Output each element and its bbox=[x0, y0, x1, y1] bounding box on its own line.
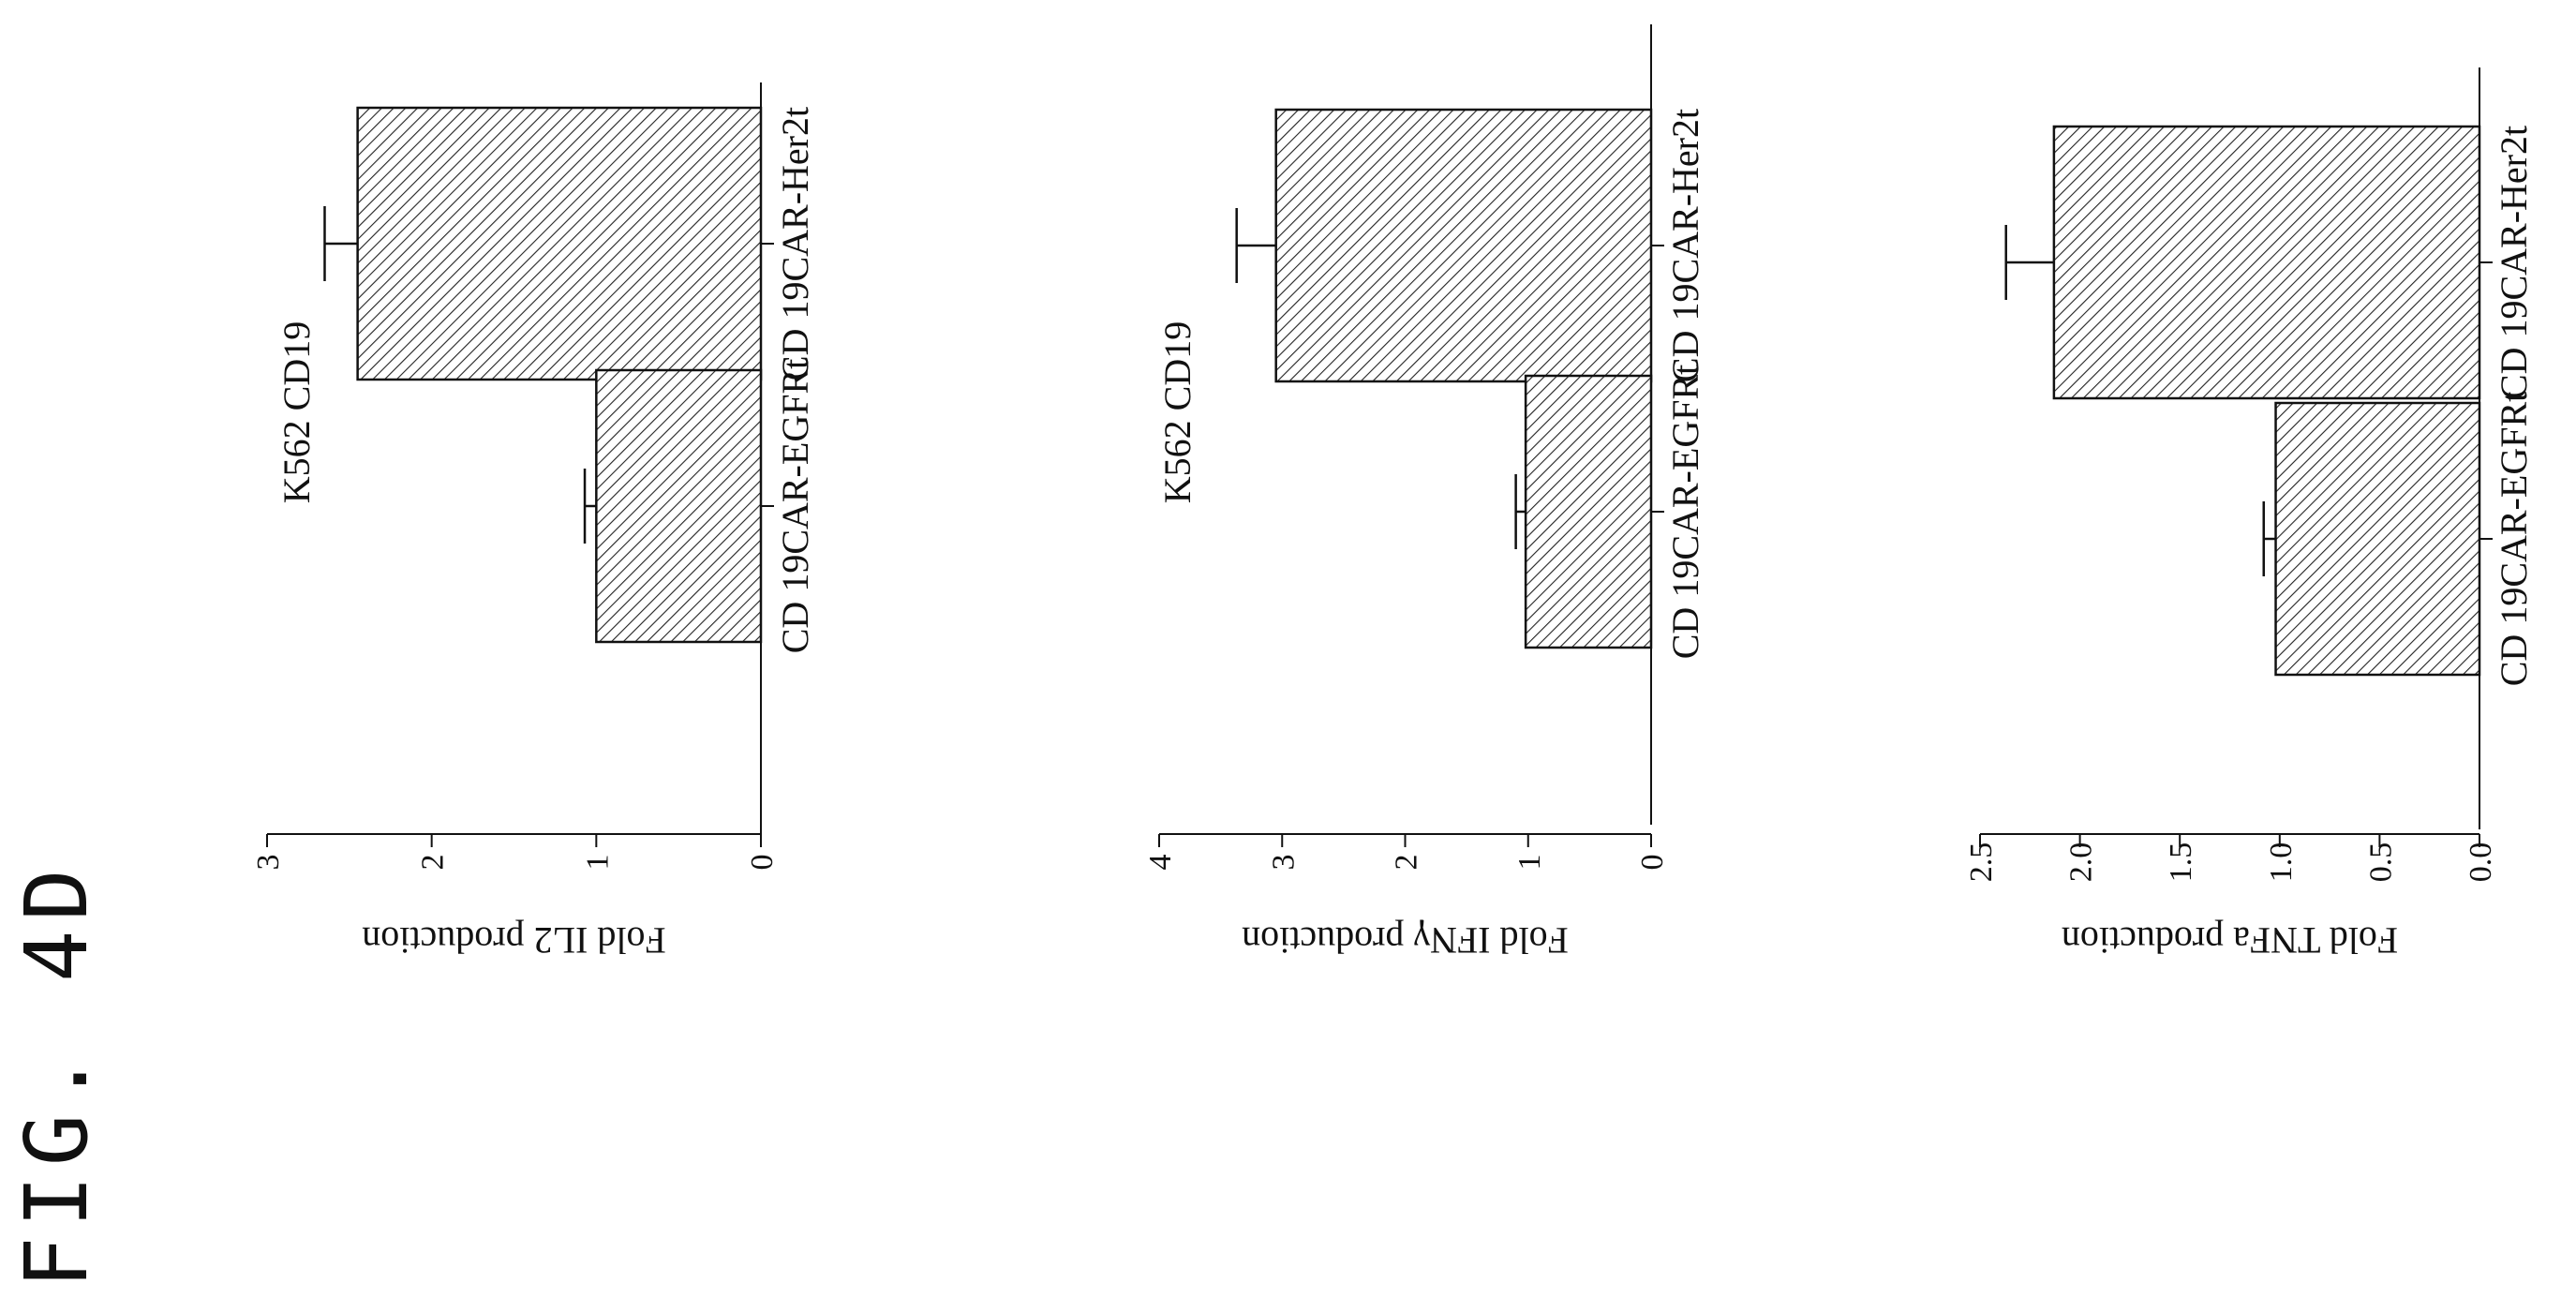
tick-label: 3 bbox=[1266, 855, 1301, 871]
category-label: CD 19CAR-EGFRt bbox=[2493, 392, 2535, 687]
figure-label: FIG. 4D bbox=[7, 859, 107, 1289]
tick-label: 3 bbox=[251, 855, 286, 871]
tick-label: 0 bbox=[1635, 855, 1670, 871]
bar-2 bbox=[2274, 401, 2481, 677]
category-label: CD 19CAR-Her2t bbox=[1664, 109, 1706, 382]
category-label: CD 19CAR-EGFRt bbox=[774, 359, 816, 654]
y-axis-label: Fold TNFa production bbox=[2062, 919, 2398, 962]
tick-label: 1 bbox=[580, 855, 615, 871]
tick-label: 1.5 bbox=[2164, 842, 2198, 883]
category-label: CD 19CAR-Her2t bbox=[774, 107, 816, 380]
bar-2 bbox=[1524, 374, 1653, 649]
tick-label: 2 bbox=[416, 855, 451, 871]
y-axis-label: Fold IL2 production bbox=[362, 919, 665, 962]
category-label: CD 19CAR-Her2t bbox=[2493, 126, 2535, 399]
tick-label: 2.5 bbox=[1964, 842, 1999, 883]
tick-label: 2.0 bbox=[2064, 842, 2099, 883]
tick-label: 2 bbox=[1390, 855, 1424, 871]
tick-label: 1.0 bbox=[2264, 842, 2299, 883]
bar-1 bbox=[2052, 125, 2481, 400]
y-axis-label: Fold IFNγ production bbox=[1242, 919, 1569, 962]
chart-title: K562 CD19 bbox=[275, 321, 318, 503]
tick-label: 0 bbox=[745, 855, 780, 871]
tick-label: 1 bbox=[1512, 855, 1547, 871]
category-label: CD 19CAR-EGFRt bbox=[1664, 365, 1706, 660]
tick-label: 4 bbox=[1143, 855, 1178, 871]
bar-1 bbox=[356, 106, 763, 381]
bar-2 bbox=[595, 368, 763, 644]
chart-title: K562 CD19 bbox=[1156, 321, 1199, 503]
tick-label: 0.0 bbox=[2464, 842, 2498, 883]
bar-1 bbox=[1274, 108, 1653, 383]
tick-label: 0.5 bbox=[2363, 842, 2398, 883]
